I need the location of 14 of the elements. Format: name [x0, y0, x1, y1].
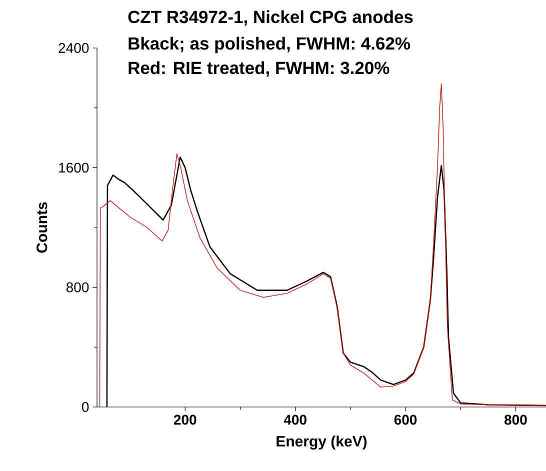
- chart-title: CZT R34972-1, Nickel CPG anodes: [128, 10, 413, 26]
- y-tick-label: 1600: [59, 162, 89, 173]
- annotation: Red: RIE treated, FWHM: 3.20%: [128, 61, 390, 77]
- y-tick-label: 800: [66, 282, 89, 292]
- y-tick-label: 2400: [58, 43, 89, 53]
- y-axis-title: Counts: [36, 202, 48, 253]
- y-tick-label: 0: [82, 402, 89, 412]
- x-tick-label: 800: [504, 414, 527, 425]
- chart-subtitle: Bkack; as polished, FWHM: 4.62%: [128, 36, 410, 54]
- x-axis-title: Energy (keV): [276, 436, 367, 450]
- x-tick-label: 200: [174, 414, 196, 425]
- x-tick-label: 600: [394, 414, 417, 425]
- line-series: [99, 84, 546, 407]
- x-tick-label: 400: [284, 414, 306, 425]
